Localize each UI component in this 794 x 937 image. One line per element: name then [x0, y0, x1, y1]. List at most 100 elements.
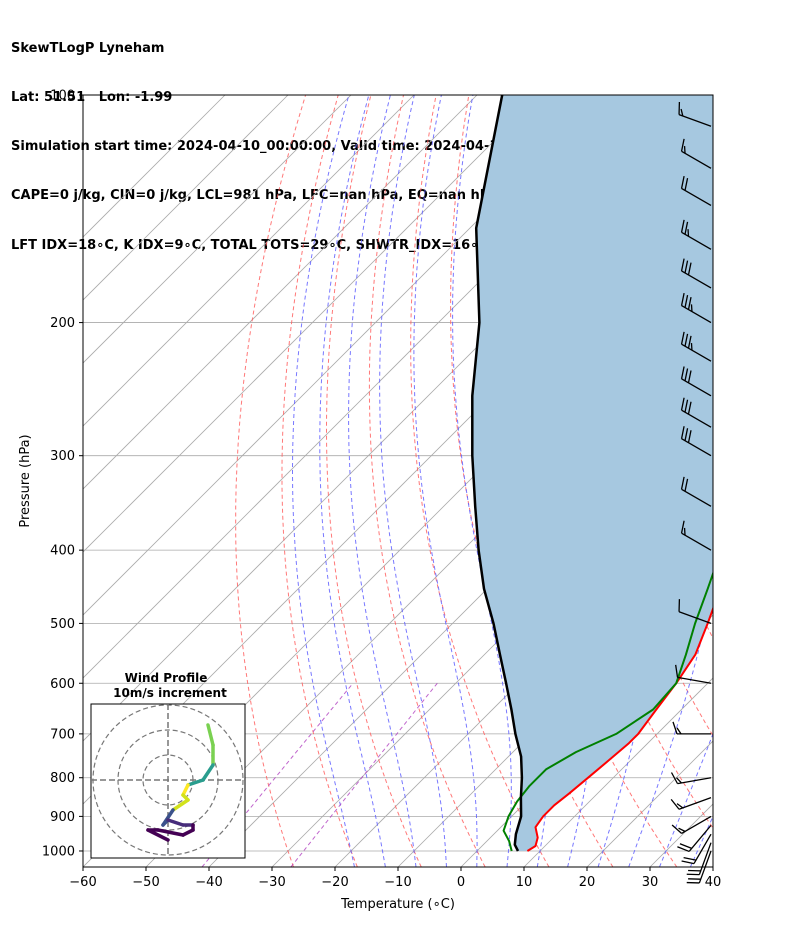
wind-barb-feather [687, 335, 692, 349]
station-title: SkewTLogP Lyneham [11, 40, 165, 56]
hodograph [91, 704, 245, 858]
wind-barb-shaft [678, 797, 712, 810]
wind-barb-shaft [681, 270, 712, 289]
wind-barbs [670, 102, 712, 884]
wind-barb-shaft [681, 343, 712, 362]
moist-adiabat [628, 95, 713, 867]
y-tick-label: 500 [50, 617, 75, 632]
x-axis-ticks: −60 −50 −40 −30 −20 −10 0 10 20 30 40 [69, 867, 721, 890]
inset-subtitle: 10m/s increment [113, 686, 227, 700]
hodograph-segment [146, 828, 170, 842]
dewpoint-profile-line [502, 570, 713, 852]
wind-barb-shaft [681, 305, 712, 324]
wind-barb-feather [680, 175, 685, 189]
isotherm-line [83, 95, 478, 490]
wind-barb [680, 476, 712, 507]
wind-barb [677, 824, 712, 853]
wind-barb-feather [676, 803, 684, 809]
wind-barb-feather [676, 727, 682, 735]
wind-barb-feather [670, 772, 679, 784]
wind-barb-shaft [681, 378, 712, 397]
wind-barb-shaft [678, 114, 712, 127]
x-tick-label: −30 [258, 875, 285, 890]
x-axis-label: Temperature (∘C) [340, 897, 455, 912]
isotherm-line [523, 677, 713, 867]
wind-barb [680, 331, 712, 362]
isotherm-line [83, 95, 289, 301]
hodograph-segment [156, 828, 185, 837]
y-tick-label: 800 [50, 771, 75, 786]
wind-barb-feather [672, 721, 678, 735]
hodograph-segment [171, 798, 190, 812]
wind-barb [686, 842, 712, 876]
cape-cin-area [472, 95, 713, 851]
wind-barb [671, 815, 712, 834]
wind-barb-feather [680, 138, 685, 152]
x-tick-label: −50 [132, 875, 159, 890]
hodograph-segment [206, 723, 215, 747]
wind-barb-feather [676, 777, 682, 784]
hodograph-segment [181, 783, 190, 797]
wind-barb-shaft [681, 187, 712, 207]
hodograph-segment [181, 828, 195, 837]
wind-barb-shaft [681, 438, 712, 457]
wind-barb [678, 599, 712, 625]
wind-barb [681, 833, 712, 865]
y-tick-label: 700 [50, 727, 75, 742]
wind-barb-feather [679, 843, 692, 849]
moist-adiabat [319, 95, 386, 867]
moist-adiabat [292, 95, 355, 867]
wind-barb-feather [678, 827, 686, 832]
wind-barb-feather [680, 219, 685, 233]
wind-barb-feather [680, 397, 685, 411]
wind-barb-feather [670, 798, 680, 810]
wind-barb-feather [684, 399, 689, 413]
y-tick-label: 400 [50, 544, 75, 559]
dry-adiabat [368, 95, 486, 867]
wind-barb [680, 175, 712, 207]
dry-adiabat [235, 95, 307, 867]
wind-barb-feather [687, 262, 692, 276]
hodograph-segment [166, 818, 185, 827]
wind-barb-feather [684, 428, 689, 441]
dry-adiabat [410, 95, 550, 867]
isotherm-line [712, 866, 713, 867]
inset-title: Wind Profile [125, 671, 208, 685]
wind-barb [680, 520, 712, 551]
wind-barb [675, 664, 712, 684]
wind-barb [680, 258, 712, 289]
stability-parameters: CAPE=0 j/kg, CIN=0 j/kg, LCL=981 hPa, LF… [11, 188, 498, 204]
y-tick-label: 1000 [42, 844, 75, 859]
isotherm-line [83, 95, 226, 238]
wind-barb-feather [684, 478, 689, 492]
wind-barb-feather [680, 331, 685, 345]
wind-barb [680, 366, 712, 397]
x-tick-label: −40 [195, 875, 222, 890]
wind-barb [680, 397, 712, 428]
wind-barb-feather [680, 520, 685, 534]
wind-barb-shaft [698, 842, 712, 875]
wind-barb-feather [680, 476, 685, 490]
wind-barb-feather [687, 370, 692, 383]
wind-barb-feather [677, 846, 690, 853]
moist-adiabat [413, 95, 478, 867]
wind-barb-feather [683, 856, 697, 861]
y-tick-label: 300 [50, 449, 75, 464]
x-tick-label: 30 [642, 875, 659, 890]
x-tick-label: 0 [457, 875, 465, 890]
moist-adiabat [659, 732, 713, 867]
isotherm-line [83, 95, 415, 427]
wind-barb-shaft [677, 676, 712, 684]
x-tick-label: −20 [321, 875, 348, 890]
dry-adiabat [730, 95, 794, 867]
wind-barb-feather [684, 177, 689, 191]
dry-adiabat [281, 95, 358, 867]
x-tick-label: 40 [705, 875, 722, 890]
wind-barb-shaft [681, 532, 712, 551]
wind-barb [678, 102, 712, 127]
temperature-profile-line [526, 605, 713, 852]
y-axis-ticks: 1000 900 800 700 600 500 400 300 200 100 [42, 89, 83, 859]
x-tick-label: −10 [384, 875, 411, 890]
moist-adiabat [379, 95, 447, 867]
y-tick-label: 100 [50, 89, 75, 104]
